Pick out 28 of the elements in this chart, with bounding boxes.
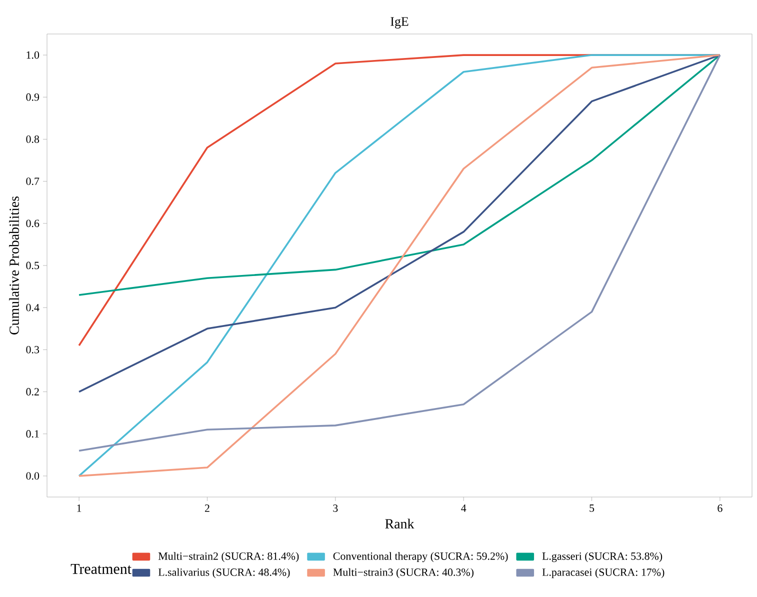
x-tick-label: 5	[590, 504, 594, 512]
legend-label: L.paracasei (SUCRA: 17%)	[542, 568, 664, 578]
y-tick-label: 1.0	[26, 51, 40, 59]
y-tick-label: 0.0	[26, 472, 40, 480]
line-series	[78, 54, 721, 296]
x-tick-label: 3	[333, 504, 338, 512]
legend-label: Conventional therapy (SUCRA: 59.2%)	[333, 552, 508, 562]
y-axis-title: Cumulative Probabilities	[9, 196, 19, 334]
y-tick-label: 0.6	[26, 220, 40, 228]
x-axis-title: Rank	[385, 518, 414, 529]
y-tick-label: 0.8	[26, 136, 40, 143]
y-tick-label: 0.4	[26, 304, 40, 312]
y-tick-label: 0.7	[26, 178, 40, 186]
y-tick-label: 0.2	[26, 388, 39, 396]
x-tick-label: 4	[461, 504, 466, 512]
x-tick-label: 1	[77, 504, 82, 512]
chart-title: IgE	[390, 17, 408, 28]
legend-label: Multi−strain3 (SUCRA: 40.3%)	[333, 568, 474, 578]
y-tick-label: 0.1	[26, 430, 39, 438]
legend-label: Multi−strain2 (SUCRA: 81.4%)	[158, 552, 299, 562]
y-tick-label: 0.3	[26, 346, 40, 354]
legend-title: Treatment	[70, 564, 132, 574]
x-tick-label: 2	[204, 504, 210, 512]
legend-label: L.salivarius (SUCRA: 48.4%)	[158, 568, 290, 578]
legend-label: L.gasseri (SUCRA: 53.8%)	[542, 552, 662, 562]
x-tick-label: 6	[718, 504, 722, 512]
y-tick-label: 0.5	[26, 262, 40, 270]
y-tick-label: 0.9	[26, 93, 40, 101]
